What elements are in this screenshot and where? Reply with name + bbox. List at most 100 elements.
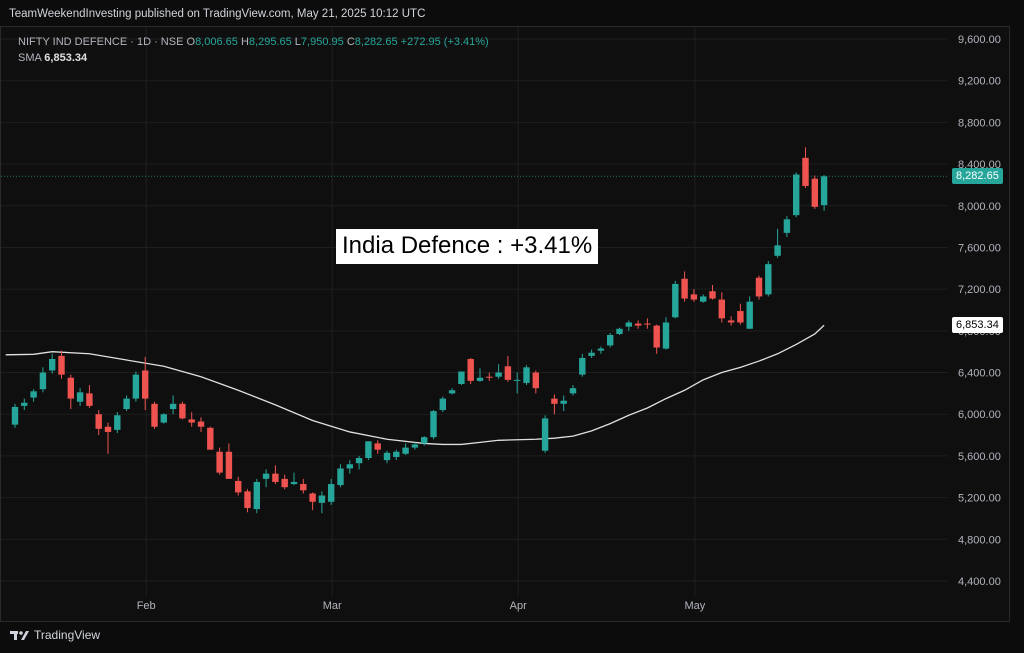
candle-body <box>700 296 707 302</box>
candle-body <box>811 178 818 207</box>
chart-pane[interactable] <box>0 26 1010 622</box>
candle-body <box>197 421 205 427</box>
candle-body <box>523 367 530 383</box>
candle-body <box>551 398 558 404</box>
candle-body <box>644 323 651 325</box>
x-tick-label: Feb <box>137 600 156 612</box>
candle-body <box>337 468 344 486</box>
close-value: 8,282.65 <box>354 36 398 48</box>
candle-body <box>634 323 642 326</box>
candle-body <box>504 366 512 380</box>
x-tick-label: May <box>685 600 706 612</box>
sma-value: 6,853.34 <box>44 52 88 64</box>
sma-label: SMA <box>18 52 42 64</box>
y-tick-label: 4,800.00 <box>958 534 1001 546</box>
y-tick-label: 8,400.00 <box>958 159 1001 171</box>
candle-body <box>783 219 791 233</box>
high-value: 8,295.65 <box>248 36 292 48</box>
candle-body <box>235 480 242 493</box>
candle-body <box>430 411 437 438</box>
candle-body <box>421 437 428 444</box>
candle-body <box>709 291 716 299</box>
candle-body <box>718 299 725 319</box>
candle-body <box>690 294 698 300</box>
y-tick-label: 8,800.00 <box>958 117 1001 129</box>
tradingview-logo-icon <box>10 631 29 640</box>
change-value: +272.95 (+3.41%) <box>400 36 489 48</box>
candle-body <box>374 443 381 450</box>
candle-body <box>467 358 474 381</box>
candle-body <box>588 352 595 356</box>
candle-body <box>281 478 288 488</box>
candle-body <box>160 414 167 423</box>
y-tick-label: 6,400.00 <box>958 368 1001 380</box>
candle-body <box>328 484 335 502</box>
sma-price-tag: 6,853.34 <box>952 317 1003 334</box>
candle-body <box>244 491 251 509</box>
x-tick-label: Mar <box>323 600 342 612</box>
sma-line <box>5 324 825 446</box>
open-value: 8,006.65 <box>195 36 238 48</box>
brand-name: TradingView <box>34 628 101 642</box>
candle-body <box>476 377 484 381</box>
low-label: L <box>294 36 301 48</box>
candle-body <box>123 398 130 410</box>
candle-body <box>802 157 809 186</box>
candle-body <box>318 495 326 503</box>
candle-body <box>495 372 502 377</box>
candle-body <box>58 355 65 375</box>
candle-body <box>179 403 186 419</box>
candle-body <box>21 402 28 406</box>
tradingview-brand[interactable]: TradingView <box>10 628 100 642</box>
symbol-info[interactable]: NIFTY IND DEFENCE · 1D · NSE <box>18 36 184 48</box>
candle-body <box>727 320 735 323</box>
candle-body <box>11 406 19 425</box>
candle-body <box>672 283 679 318</box>
y-tick-label: 9,600.00 <box>958 34 1001 46</box>
candle-body <box>755 277 763 297</box>
candle-body <box>616 328 623 334</box>
y-tick-label: 6,000.00 <box>958 409 1001 421</box>
y-tick-label: 5,600.00 <box>958 451 1001 463</box>
candle-body <box>607 335 614 346</box>
last-price-tag: 8,282.65 <box>952 168 1003 185</box>
candle-body <box>486 376 493 378</box>
candle-body <box>653 325 660 348</box>
y-tick-label: 5,200.00 <box>958 493 1001 505</box>
candle-body <box>737 311 744 323</box>
candle-body <box>820 176 828 206</box>
candle-body <box>793 174 800 216</box>
y-tick-label: 7,200.00 <box>958 284 1001 296</box>
candle-body <box>402 447 409 454</box>
candle-body <box>681 278 688 299</box>
candle-body <box>532 372 539 389</box>
candle-body <box>411 444 419 448</box>
candle-body <box>76 392 84 402</box>
candle-body <box>625 322 632 327</box>
low-value: 7,950.95 <box>300 36 344 48</box>
candle-body <box>169 403 177 410</box>
candle-body <box>300 484 307 491</box>
candle-body <box>262 473 270 479</box>
candle-body <box>365 441 372 459</box>
candle-body <box>253 481 260 510</box>
candle-body <box>188 419 195 423</box>
candle-body <box>114 415 121 430</box>
symbol-legend: NIFTY IND DEFENCE · 1D · NSE O8,006.65 H… <box>18 36 489 48</box>
open-label: O <box>186 36 196 48</box>
candle-body <box>132 374 140 399</box>
candle-body <box>309 493 316 502</box>
candle-body <box>225 451 233 479</box>
candle-body <box>207 427 214 450</box>
candle-body <box>579 357 586 375</box>
candle-body <box>383 452 391 461</box>
candle-body <box>569 388 577 394</box>
sma-legend[interactable]: SMA 6,853.34 <box>18 52 87 64</box>
candle-body <box>151 403 158 427</box>
y-tick-label: 9,200.00 <box>958 76 1001 88</box>
candle-body <box>30 391 37 398</box>
annotation-banner: India Defence : +3.41% <box>336 229 599 264</box>
candle-body <box>560 400 567 404</box>
candle-body <box>746 301 753 329</box>
